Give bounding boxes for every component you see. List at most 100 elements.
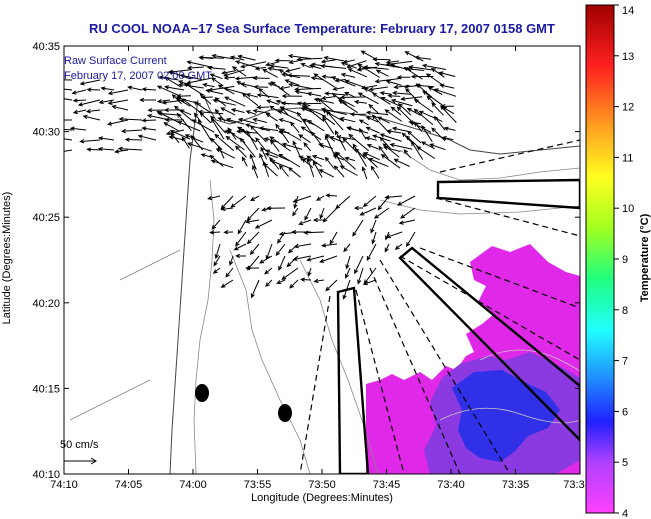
current-vector (397, 103, 412, 116)
current-vector (269, 105, 281, 114)
current-vector (278, 153, 301, 168)
current-vector (406, 130, 422, 144)
colorbar-tick-label: 8 (622, 305, 628, 317)
y-tick-label: 40:15 (32, 383, 60, 395)
current-vector (390, 98, 413, 107)
current-vector (345, 267, 351, 279)
current-vector (366, 243, 377, 262)
current-vector (269, 63, 289, 69)
current-vector (64, 119, 73, 121)
current-vector (396, 106, 412, 122)
current-vector (284, 79, 300, 86)
colorbar-tick-label: 7 (622, 356, 628, 368)
current-vector (300, 126, 322, 141)
current-vector (307, 267, 312, 277)
current-vector (313, 278, 325, 284)
current-vector (127, 85, 143, 91)
current-vector (371, 231, 377, 245)
current-vector (245, 265, 260, 271)
current-vector (353, 99, 367, 105)
current-vector (422, 90, 444, 107)
current-vector (241, 92, 259, 107)
current-vector (362, 195, 377, 208)
current-vector (117, 146, 143, 152)
current-vector (313, 73, 336, 88)
current-vector (253, 84, 269, 90)
current-vector (86, 87, 101, 92)
current-vector (269, 136, 291, 152)
colorbar-tick-label: 12 (622, 102, 634, 114)
current-vector (429, 143, 446, 151)
current-vector (415, 83, 433, 98)
current-vector (439, 83, 455, 89)
current-vector (235, 231, 247, 247)
colorbar-tick-label: 9 (622, 254, 628, 266)
current-vector (197, 119, 212, 142)
current-vector (245, 110, 257, 115)
current-vector (255, 137, 267, 152)
current-vector (292, 207, 299, 217)
current-vector (299, 277, 312, 282)
current-vector (165, 129, 185, 136)
current-vector (374, 77, 401, 84)
current-vector (409, 121, 432, 133)
plot-content (64, 50, 580, 474)
current-vector (250, 279, 260, 299)
current-vector (403, 66, 423, 80)
current-vector (368, 103, 379, 114)
current-vector (352, 219, 364, 237)
current-vector (344, 156, 356, 162)
current-vector (156, 110, 180, 124)
current-vector (279, 128, 302, 141)
current-vector (278, 255, 286, 271)
current-vector (393, 158, 410, 167)
current-vector (358, 127, 367, 140)
current-vector (325, 193, 338, 198)
current-vector (332, 86, 345, 91)
current-vector (330, 76, 356, 87)
current-vector (379, 91, 392, 96)
current-vector (400, 207, 416, 219)
current-vector (193, 101, 212, 114)
current-vector (211, 219, 221, 230)
current-vector (254, 219, 273, 229)
current-vector (245, 219, 260, 224)
current-vector (260, 146, 268, 160)
current-vector (72, 98, 87, 103)
current-vector (329, 136, 344, 143)
current-vector (318, 169, 335, 178)
current-vector (254, 66, 267, 71)
current-vector (270, 139, 280, 152)
current-vector (240, 61, 267, 69)
current-vector (303, 142, 312, 152)
scale-arrow (64, 457, 97, 465)
coastline (169, 95, 580, 474)
current-vector (365, 116, 379, 123)
current-vector (396, 75, 411, 80)
colorbar-tick-label: 5 (622, 457, 628, 469)
current-vector (217, 116, 236, 124)
current-vector (244, 123, 271, 132)
current-vector (211, 77, 224, 87)
current-vector (124, 137, 143, 142)
current-vector (357, 92, 379, 105)
colorbar-tick-label: 11 (622, 152, 633, 164)
current-vector (296, 57, 323, 62)
current-vector (287, 73, 311, 78)
current-vector (280, 101, 300, 106)
current-vector (362, 65, 389, 70)
current-vector (259, 255, 273, 264)
current-vector (342, 137, 357, 153)
current-vector (274, 58, 291, 63)
current-vector (64, 98, 73, 101)
current-vector (173, 105, 194, 122)
current-vector (141, 118, 157, 123)
current-vector (410, 140, 424, 160)
current-vector (325, 133, 336, 142)
current-vector (205, 88, 224, 95)
current-vector (413, 108, 434, 126)
current-vector (212, 267, 221, 274)
current-vector (206, 65, 226, 71)
current-vector (229, 255, 234, 266)
current-vector (334, 129, 347, 151)
